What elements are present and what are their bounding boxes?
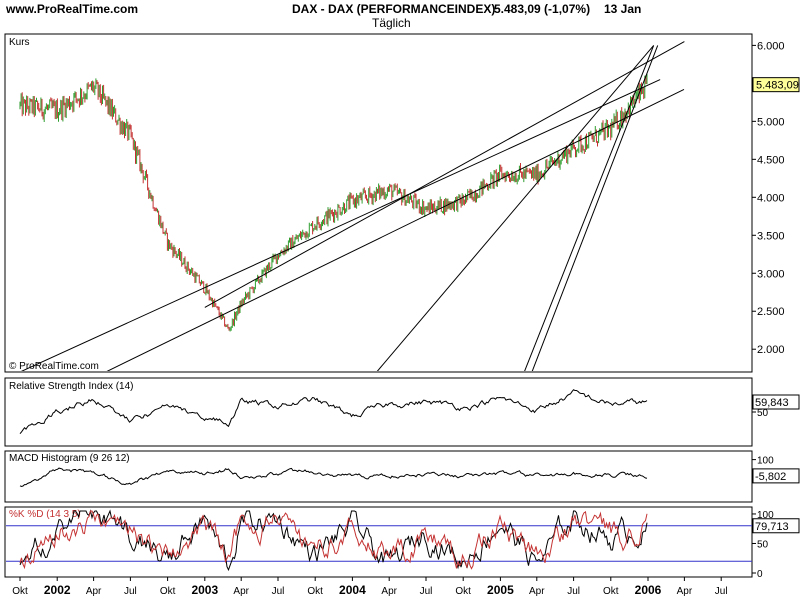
indicator-tick-label: 50 — [757, 539, 769, 550]
x-tick-label: 2003 — [191, 583, 218, 597]
x-tick-label: Okt — [307, 586, 323, 597]
price-tick-label: 5.000 — [757, 116, 785, 128]
price-tick-label: 2.500 — [757, 306, 785, 318]
x-tick-label: 2002 — [44, 583, 71, 597]
indicator-value-label: 79,713 — [755, 521, 789, 533]
last-price-tag — [752, 77, 800, 93]
x-axis: Okt 2002 Apr Jul Okt 2003 Apr Jul Okt 2004 Apr Jul O… — [12, 577, 728, 597]
last-price-label: 5.483,09 — [756, 80, 799, 92]
trend-line — [524, 45, 655, 371]
indicator-value-label: -5,802 — [755, 471, 786, 483]
trend-line — [204, 41, 685, 308]
quote-value: 5.483,09 (-1,07%) — [494, 2, 591, 16]
trend-line — [531, 45, 659, 371]
rsi-panel-title: Relative Strength Index (14) — [9, 381, 134, 392]
stochastic-plot: 100 50 0 79,713 — [6, 509, 800, 580]
x-tick-label: Jul — [567, 586, 580, 597]
indicator-tick-label: 100 — [757, 510, 774, 521]
indicator-line-value — [19, 467, 648, 488]
price-tick-label: 4.000 — [757, 192, 785, 204]
watermark: © ProRealTime.com — [9, 361, 99, 372]
x-tick-label: Apr — [86, 586, 102, 597]
x-tick-label: 2005 — [487, 583, 514, 597]
price-tick-label: 3.500 — [757, 230, 785, 242]
stoch-panel-title: %K %D (14 3 5) — [9, 509, 81, 520]
price-panel-frame — [4, 33, 753, 373]
x-tick-label: Apr — [677, 586, 693, 597]
y-axes: 6.0005.5005.0004.5004.0003.5003.0002.500… — [752, 40, 800, 356]
indicator-value-tag — [752, 394, 800, 410]
trend-line — [376, 45, 655, 371]
macd-panel-frame — [4, 450, 753, 503]
trend-line — [20, 79, 661, 371]
stoch-panel-frame — [4, 506, 753, 578]
price-tick-label: 3.000 — [757, 268, 785, 280]
trend-line — [106, 88, 685, 371]
x-tick-label: Apr — [529, 586, 545, 597]
price-tick-label: 2.000 — [757, 344, 785, 356]
indicator-value-tag — [752, 468, 800, 484]
price-plot — [19, 74, 648, 332]
price-tick-label: 6.000 — [757, 40, 785, 52]
x-tick-label: Apr — [381, 586, 397, 597]
x-tick-label: Apr — [233, 586, 249, 597]
indicator-tick-label: 50 — [757, 408, 769, 419]
instrument-name: DAX - DAX (PERFORMANCEINDEX) — [292, 2, 496, 16]
interval-label: Täglich — [372, 16, 411, 30]
x-tick-label: Okt — [455, 586, 471, 597]
x-tick-label: Okt — [160, 586, 176, 597]
indicator-line-value — [19, 389, 648, 435]
x-tick-label: Jul — [420, 586, 433, 597]
trend-lines — [20, 41, 685, 371]
site-url[interactable]: www.ProRealTime.com — [6, 2, 139, 16]
x-tick-label: Okt — [603, 586, 619, 597]
quote-date: 13 Jan — [604, 2, 642, 16]
price-panel-title: Kurs — [9, 37, 30, 48]
price-tick-label: 4.500 — [757, 154, 785, 166]
x-tick-label: 2006 — [635, 583, 662, 597]
x-tick-label: Jul — [272, 586, 285, 597]
indicator-value-label: 59,843 — [755, 397, 789, 409]
indicator-line-%K — [19, 509, 648, 572]
x-tick-label: 2004 — [339, 583, 366, 597]
x-tick-label: Jul — [124, 586, 137, 597]
indicator-value-tag — [752, 518, 800, 534]
x-tick-label: Jul — [715, 586, 728, 597]
macd-panel-title: MACD Histogram (9 26 12) — [9, 453, 130, 464]
x-tick-label: Okt — [12, 586, 28, 597]
macd-plot: 1000-5,802 — [19, 456, 800, 488]
indicator-line-%D — [19, 510, 648, 570]
indicator-tick-label: 100 — [757, 456, 774, 467]
indicator-tick-label: 0 — [757, 569, 763, 580]
